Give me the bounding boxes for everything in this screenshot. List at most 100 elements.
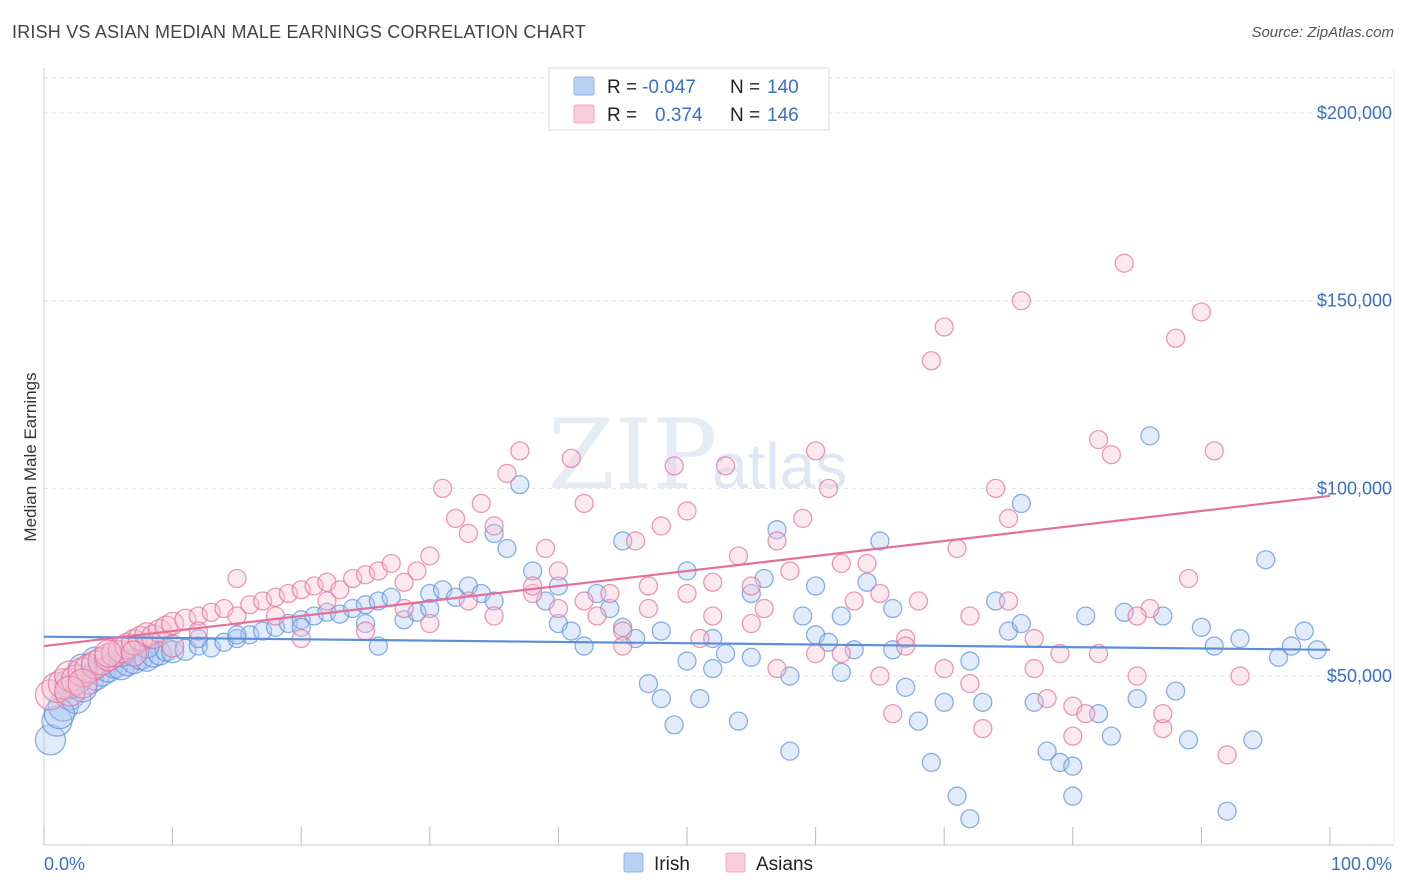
point-asians-114 (805, 643, 826, 664)
point-irish-102 (1230, 628, 1250, 649)
point-irish-107 (1294, 621, 1314, 641)
point-asians-60 (690, 628, 710, 649)
point-irish-97 (1166, 681, 1186, 701)
point-asians-38 (407, 561, 427, 581)
y-tick-labels: $50,000 $100,000 $150,000 $200,000 (1317, 103, 1392, 686)
point-asians-134 (960, 673, 980, 694)
chart-title: IRISH VS ASIAN MEDIAN MALE EARNINGS CORR… (12, 22, 587, 42)
point-irish-62 (715, 643, 736, 664)
point-irish-99 (1191, 617, 1212, 637)
point-asians-104 (484, 606, 504, 626)
trend-line-irish (43, 635, 1331, 651)
point-asians-37 (394, 572, 414, 592)
point-irish-50 (561, 621, 581, 641)
point-asians-74 (870, 666, 890, 686)
point-irish-134 (831, 606, 851, 626)
legend-n-label-asians: N = (730, 105, 760, 126)
point-asians-97 (1166, 328, 1186, 348)
point-irish-115 (420, 598, 440, 619)
data-points (34, 253, 1327, 829)
point-asians-75 (883, 703, 903, 724)
point-asians-78 (921, 351, 941, 371)
point-asians-108 (998, 591, 1019, 611)
point-asians-51 (574, 493, 594, 514)
point-asians-100 (1204, 441, 1224, 461)
x-tick-label-1: 100.0% (1331, 854, 1392, 874)
point-asians-32 (330, 580, 350, 600)
legend-n-value-asians: 146 (767, 105, 799, 126)
point-asians-111 (420, 613, 440, 634)
point-asians-138 (1230, 666, 1250, 686)
point-asians-101 (1217, 745, 1237, 765)
point-irish-132 (703, 658, 723, 679)
point-asians-109 (1127, 606, 1147, 626)
point-asians-88 (1050, 643, 1070, 664)
point-asians-46 (510, 441, 530, 461)
point-irish-130 (1011, 613, 1032, 634)
legend-r-value-asians: 0.374 (655, 105, 703, 126)
point-irish-106 (1281, 636, 1302, 656)
point-irish-51 (574, 636, 594, 656)
point-asians-127 (523, 576, 543, 596)
point-asians-68 (793, 508, 813, 529)
y-axis-label: Median Male Earnings (21, 372, 40, 541)
point-irish-60 (690, 688, 710, 709)
point-irish-94 (1127, 688, 1147, 709)
point-asians-132 (831, 553, 851, 574)
point-irish-92 (1101, 726, 1122, 746)
point-asians-93 (1114, 253, 1134, 273)
point-irish-46 (510, 475, 530, 495)
point-asians-96 (1153, 718, 1173, 739)
point-asians-61 (703, 572, 723, 592)
legend-r-label-asians: R = (607, 105, 637, 126)
legend-r-value-irish: -0.047 (642, 77, 696, 98)
point-asians-80 (947, 538, 967, 559)
point-asians-91 (1088, 429, 1109, 450)
point-asians-39 (420, 546, 440, 566)
point-asians-124 (317, 591, 337, 611)
x-tick-label-0: 0.0% (44, 854, 85, 874)
point-irish-71 (831, 662, 851, 682)
point-asians-94 (1127, 666, 1147, 686)
point-irish-63 (728, 711, 749, 731)
point-asians-49 (548, 561, 569, 581)
y-tick-label-1: $100,000 (1317, 478, 1392, 498)
point-irish-44 (484, 523, 504, 544)
trend-lines (43, 494, 1331, 651)
point-asians-112 (548, 598, 569, 619)
point-asians-87 (1037, 688, 1057, 709)
point-asians-99 (1191, 302, 1212, 322)
point-asians-129 (638, 576, 659, 596)
point-asians-79 (934, 317, 954, 337)
point-irish-76 (895, 677, 916, 697)
point-irish-116 (355, 613, 376, 634)
point-asians-76 (895, 628, 916, 649)
point-irish-80 (947, 786, 967, 806)
point-irish-59 (677, 651, 697, 671)
point-irish-45 (497, 538, 517, 559)
point-asians-130 (703, 606, 723, 626)
point-irish-104 (1256, 550, 1276, 570)
point-asians-128 (574, 591, 594, 611)
point-asians-40 (433, 478, 453, 499)
point-asians-106 (741, 613, 761, 634)
point-irish-64 (741, 647, 761, 667)
trend-line-asians (43, 494, 1331, 648)
point-asians-120 (67, 668, 98, 699)
series-swatch-irish (623, 852, 644, 873)
point-asians-55 (625, 531, 646, 551)
y-tick-label-2: $150,000 (1317, 291, 1392, 311)
point-asians-121 (120, 640, 148, 667)
point-asians-115 (934, 658, 954, 679)
point-irish-20 (174, 638, 197, 661)
point-asians-59 (677, 501, 697, 521)
series-swatch-asians (725, 852, 746, 873)
point-asians-135 (1024, 658, 1044, 679)
watermark: ZIP atlas (548, 399, 847, 511)
point-irish-77 (908, 711, 929, 731)
y-tick-label-3: $200,000 (1317, 103, 1392, 123)
point-irish-68 (793, 606, 813, 626)
point-asians-44 (484, 516, 504, 536)
point-irish-110 (741, 583, 761, 604)
